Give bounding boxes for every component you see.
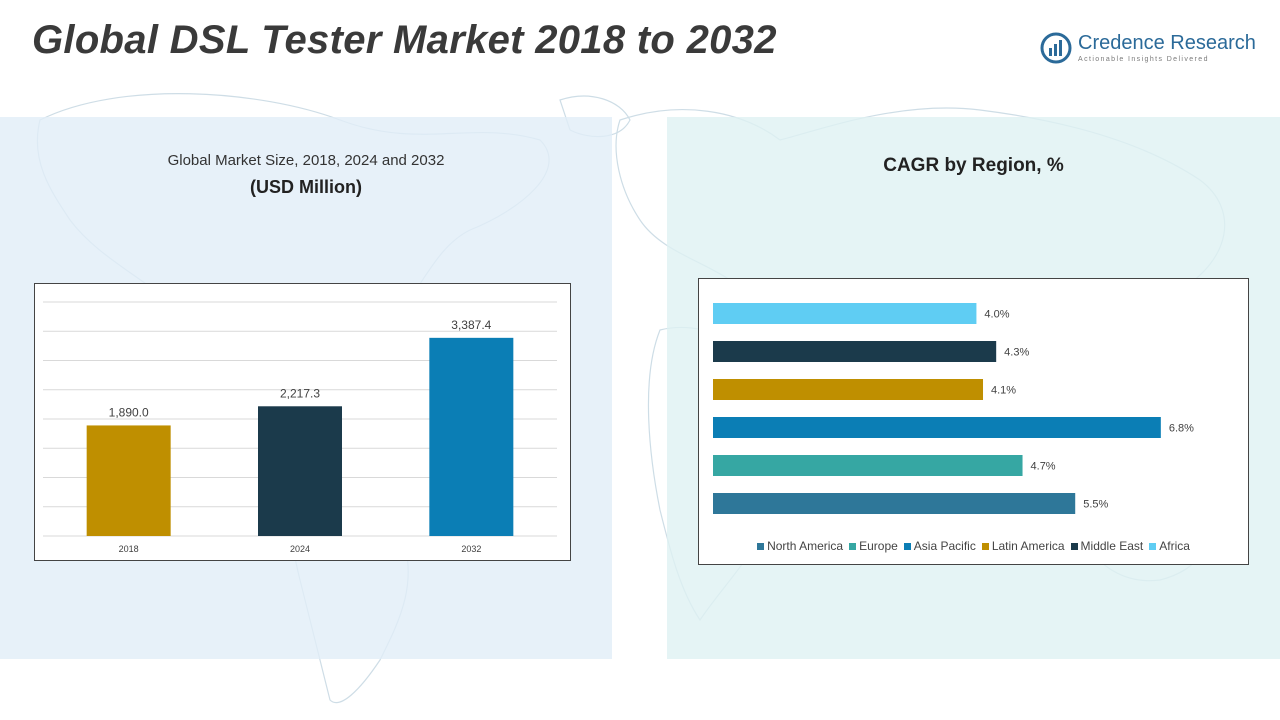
- legend-item: Europe: [849, 539, 898, 553]
- market-size-chart: 1,890.0 2018 2,217.3 2024 3,387.4 2032: [34, 283, 571, 561]
- hbar-north-america: [713, 493, 1076, 514]
- logo-name: Credence Research: [1078, 32, 1256, 54]
- legend-swatch: [1070, 543, 1078, 550]
- page-title: Global DSL Tester Market 2018 to 2032: [32, 18, 777, 62]
- legend-label: Europe: [859, 539, 898, 553]
- x-tick-label: 2032: [461, 544, 481, 554]
- market-size-unit-label: (USD Million): [250, 177, 362, 197]
- bar-value-label: 1,890.0: [109, 405, 149, 419]
- legend-swatch: [1149, 543, 1157, 550]
- bar-2024: [258, 406, 342, 536]
- market-size-chart-svg: 1,890.0 2018 2,217.3 2024 3,387.4 2032: [43, 301, 557, 554]
- hbar-value-label: 4.1%: [991, 385, 1016, 397]
- market-size-chart-title: Global Market Size, 2018, 2024 and 2032: [167, 152, 445, 169]
- legend-swatch: [981, 543, 989, 550]
- logo-mark-icon: [1040, 32, 1072, 64]
- bar-value-label: 3,387.4: [451, 318, 491, 332]
- hbar-value-label: 4.7%: [1031, 461, 1056, 473]
- legend-item: Africa: [1149, 539, 1190, 553]
- hbar-latin-america: [713, 379, 984, 400]
- cagr-by-region-chart: 4.0% 4.3% 4.1% 6.8% 4.7% 5.5% North America Eu…: [698, 278, 1249, 565]
- x-tick-label: 2024: [290, 544, 310, 554]
- legend-swatch: [757, 543, 765, 550]
- x-tick-label: 2018: [119, 544, 139, 554]
- legend-item: Middle East: [1070, 539, 1144, 553]
- legend-item: Latin America: [981, 539, 1065, 553]
- hbar-value-label: 4.0%: [984, 309, 1009, 321]
- bar-value-label: 2,217.3: [280, 386, 320, 400]
- hbar-asia-pacific: [713, 417, 1161, 438]
- legend-label: Middle East: [1080, 539, 1144, 553]
- credence-research-logo: Credence Research Actionable Insights De…: [1040, 30, 1260, 70]
- hbar-africa: [713, 303, 977, 324]
- cagr-chart-svg: 4.0% 4.3% 4.1% 6.8% 4.7% 5.5%: [713, 303, 1194, 514]
- hbar-europe: [713, 455, 1023, 476]
- hbar-middle-east: [713, 341, 997, 362]
- bar-2032: [429, 337, 514, 536]
- hbar-value-label: 4.3%: [1004, 347, 1029, 359]
- legend-label: Asia Pacific: [913, 539, 976, 553]
- logo-tagline: Actionable Insights Delivered: [1078, 56, 1209, 63]
- bar-2018: [86, 425, 171, 536]
- legend-label: Latin America: [991, 539, 1065, 553]
- legend-label: Africa: [1159, 539, 1190, 553]
- legend-item: Asia Pacific: [903, 539, 976, 553]
- legend-swatch: [849, 543, 857, 550]
- hbar-value-label: 6.8%: [1169, 423, 1194, 435]
- cagr-chart-legend: North America Europe Asia Pacific Latin Ame…: [699, 539, 1248, 553]
- legend-swatch: [903, 543, 911, 550]
- legend-label: North America: [767, 539, 844, 553]
- legend-item: North America: [757, 539, 843, 553]
- hbar-value-label: 5.5%: [1083, 499, 1108, 511]
- cagr-chart-title: CAGR by Region, %: [883, 155, 1064, 176]
